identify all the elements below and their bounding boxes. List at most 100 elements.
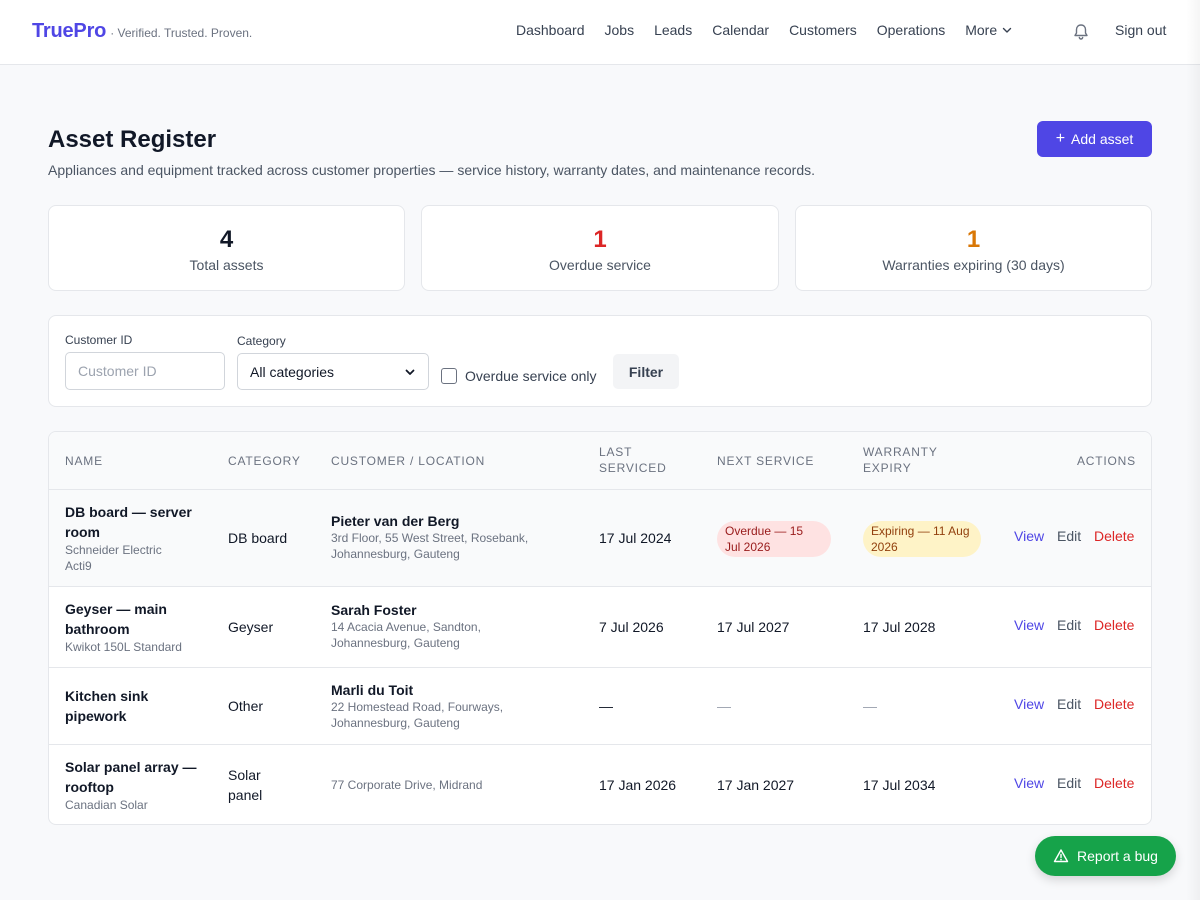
- category-label: Category: [237, 334, 286, 348]
- stat-value: 1: [966, 226, 981, 253]
- stat-card-total-assets: 4 Total assets: [48, 205, 405, 291]
- table-row: Geyser — main bathroom Kwikot 150L Stand…: [49, 587, 1151, 668]
- nav-calendar[interactable]: Calendar: [712, 22, 770, 38]
- customer-address-line: Johannesburg, Gauteng: [331, 716, 460, 730]
- category-select[interactable]: All categories: [237, 353, 429, 390]
- col-header-last-line1: LAST: [599, 445, 633, 459]
- nav-leads[interactable]: Leads: [654, 22, 693, 38]
- customer-name: Sarah Foster: [331, 602, 417, 618]
- asset-model-line: Schneider Electric: [65, 543, 162, 557]
- customer-address-line: Johannesburg, Gauteng: [331, 547, 460, 561]
- last-serviced: —: [599, 698, 613, 714]
- sign-out-link[interactable]: Sign out: [1115, 22, 1167, 38]
- badge-line: Jul 2026: [725, 540, 771, 554]
- report-bug-label: Report a bug: [1077, 848, 1158, 864]
- col-header-name: NAME: [65, 454, 103, 468]
- brand-logo[interactable]: TruePro: [32, 20, 107, 42]
- category-line: Solar: [228, 767, 261, 783]
- edit-link[interactable]: Edit: [1057, 775, 1082, 791]
- col-header-customer: CUSTOMER / LOCATION: [331, 454, 486, 468]
- warranty-expiring-badge: Expiring — 11 Aug 2026: [863, 521, 981, 557]
- stat-value: 4: [219, 226, 234, 253]
- edit-link[interactable]: Edit: [1057, 696, 1082, 712]
- asset-name-cell: Geyser — main bathroom Kwikot 150L Stand…: [65, 599, 215, 655]
- asset-name-line: rooftop: [65, 779, 114, 795]
- nav-operations[interactable]: Operations: [876, 22, 946, 38]
- badge-line: 2026: [871, 540, 898, 554]
- table-header: NAME CATEGORY CUSTOMER / LOCATION LAST S…: [49, 432, 1151, 490]
- warning-triangle-icon: [1053, 849, 1069, 863]
- chevron-down-icon: [405, 369, 415, 375]
- filter-panel: Customer ID Category All categories Over…: [48, 315, 1152, 407]
- view-link[interactable]: View: [1014, 696, 1045, 712]
- chevron-down-icon: [1002, 27, 1012, 33]
- edit-link[interactable]: Edit: [1057, 528, 1082, 544]
- asset-name-line: bathroom: [65, 621, 130, 637]
- table-row: Kitchen sink pipework Other Marli du Toi…: [49, 668, 1151, 745]
- main-nav: Dashboard Jobs Leads Calendar Customers …: [516, 22, 1013, 38]
- asset-name-cell: Kitchen sink pipework: [65, 686, 215, 726]
- customer-name: Marli du Toit: [331, 682, 414, 698]
- edit-link[interactable]: Edit: [1057, 617, 1082, 633]
- asset-name-line: pipework: [65, 708, 127, 724]
- next-service: —: [717, 698, 731, 714]
- asset-name-line: Solar panel array —: [65, 759, 197, 775]
- asset-name-line: Geyser — main: [65, 601, 167, 617]
- nav-customers[interactable]: Customers: [789, 22, 857, 38]
- asset-model-line: Kwikot 150L Standard: [65, 640, 182, 654]
- customer-id-input[interactable]: [65, 352, 225, 390]
- brand[interactable]: TruePro · Verified. Trusted. Proven.: [32, 20, 252, 43]
- asset-name-cell: Solar panel array — rooftop Canadian Sol…: [65, 757, 215, 813]
- col-header-actions: ACTIONS: [1077, 454, 1136, 468]
- delete-link[interactable]: Delete: [1094, 617, 1135, 633]
- customer-address: 77 Corporate Drive, Midrand: [331, 778, 483, 792]
- report-bug-button[interactable]: Report a bug: [1035, 836, 1176, 876]
- customer-cell: Pieter van der Berg 3rd Floor, 55 West S…: [331, 512, 581, 562]
- add-asset-button[interactable]: + Add asset: [1037, 121, 1152, 157]
- stat-card-warranties-expiring: 1 Warranties expiring (30 days): [795, 205, 1152, 291]
- col-header-warranty-line2: EXPIRY: [863, 461, 912, 475]
- bell-icon[interactable]: [1071, 22, 1091, 42]
- warranty-expiry: —: [863, 698, 877, 714]
- customer-name: Pieter van der Berg: [331, 513, 460, 529]
- asset-category: DB board: [228, 530, 288, 546]
- asset-model-line: Canadian Solar: [65, 798, 148, 812]
- asset-table: NAME CATEGORY CUSTOMER / LOCATION LAST S…: [48, 431, 1152, 825]
- last-serviced: 7 Jul 2026: [599, 619, 664, 635]
- view-link[interactable]: View: [1014, 528, 1045, 544]
- overdue-only-label[interactable]: Overdue service only: [465, 368, 597, 384]
- warranty-expiry: 17 Jul 2034: [863, 777, 936, 793]
- col-header-warranty-expiry: WARRANTY EXPIRY: [863, 444, 938, 476]
- stat-label: Total assets: [189, 257, 264, 273]
- page-edge-shadow: [1186, 0, 1200, 900]
- col-header-category: CATEGORY: [228, 454, 301, 468]
- delete-link[interactable]: Delete: [1094, 775, 1135, 791]
- nav-dashboard[interactable]: Dashboard: [516, 22, 585, 38]
- asset-name-line: DB board — server: [65, 504, 192, 520]
- nav-more-dropdown[interactable]: More: [965, 22, 1013, 38]
- view-link[interactable]: View: [1014, 617, 1045, 633]
- category-selected-value: All categories: [250, 363, 335, 380]
- customer-address-line: Johannesburg, Gauteng: [331, 636, 460, 650]
- view-link[interactable]: View: [1014, 775, 1045, 791]
- table-row: DB board — server room Schneider Electri…: [49, 490, 1151, 587]
- stat-card-overdue-service: 1 Overdue service: [421, 205, 779, 291]
- stat-label: Warranties expiring (30 days): [882, 257, 1065, 273]
- brand-tagline: · Verified. Trusted. Proven.: [110, 26, 253, 40]
- delete-link[interactable]: Delete: [1094, 696, 1135, 712]
- overdue-only-checkbox[interactable]: [441, 368, 457, 384]
- col-header-next-service: NEXT SERVICE: [717, 454, 815, 468]
- delete-link[interactable]: Delete: [1094, 528, 1135, 544]
- asset-category: Geyser: [228, 619, 274, 635]
- page-title: Asset Register: [48, 126, 217, 153]
- customer-address-line: 14 Acacia Avenue, Sandton,: [331, 620, 481, 634]
- table-row: Solar panel array — rooftop Canadian Sol…: [49, 745, 1151, 824]
- category-line: panel: [228, 787, 263, 803]
- filter-button[interactable]: Filter: [613, 354, 679, 389]
- stat-value: 1: [593, 226, 607, 253]
- nav-more-label: More: [965, 22, 998, 38]
- customer-cell: Sarah Foster 14 Acacia Avenue, Sandton, …: [331, 601, 581, 651]
- nav-jobs[interactable]: Jobs: [604, 22, 635, 38]
- next-service: 17 Jan 2027: [717, 777, 795, 793]
- col-header-warranty-line1: WARRANTY: [863, 445, 938, 459]
